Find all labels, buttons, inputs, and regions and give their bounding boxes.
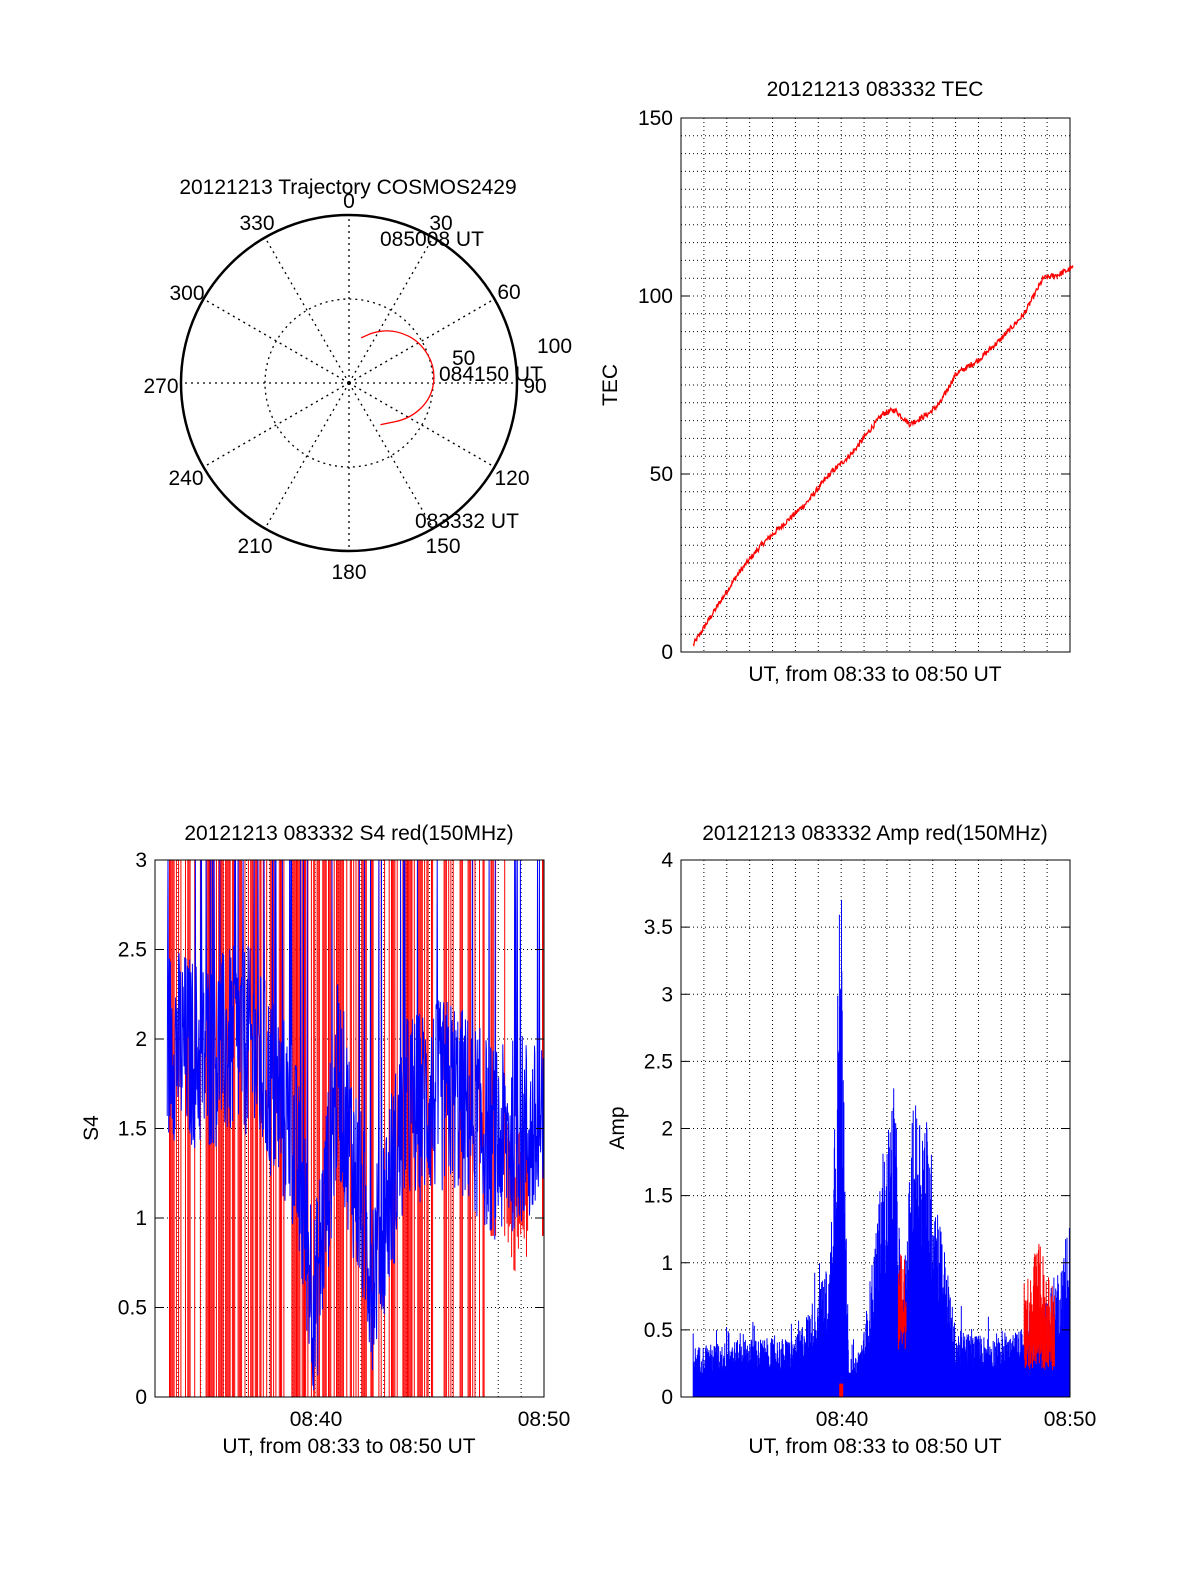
s4-xlabel: UT, from 08:33 to 08:50 UT <box>222 1435 475 1458</box>
azimuth-label-180: 180 <box>331 561 366 584</box>
trajectory-azimuth-labels: 0 30 60 90 120 150 180 210 240 270 300 330 <box>143 190 546 584</box>
amp-y-tick-label: 3 <box>661 983 673 1006</box>
trajectory-spoke <box>203 298 350 384</box>
tec-grid <box>681 118 1070 652</box>
tec-panel: 20121213 083332 TEC 0 50 100 150 TEC UT, fr… <box>599 78 1074 686</box>
azimuth-label-240: 240 <box>168 467 203 490</box>
amp-y-tick-label: 0.5 <box>644 1319 673 1342</box>
azimuth-label-210: 210 <box>237 535 272 558</box>
s4-panel: 20121213 083332 S4 red(150MHz) 0 0.5 1 1.5 2… <box>80 822 570 1458</box>
s4-y-ticks: 0 0.5 1 1.5 2 2.5 3 <box>118 849 544 1409</box>
amp-y-tick-label: 3.5 <box>644 916 673 939</box>
tec-y-tick-label: 100 <box>638 285 673 308</box>
trajectory-annotation-start: 083332 UT <box>415 510 519 533</box>
amp-panel: 20121213 083332 Amp red(150MHz) 0 0.5 1 1.5… <box>606 822 1096 1458</box>
trajectory-title: 20121213 Trajectory COSMOS2429 <box>179 176 516 199</box>
tec-xlabel: UT, from 08:33 to 08:50 UT <box>748 663 1001 686</box>
trajectory-spoke <box>348 237 434 384</box>
trajectory-spoke <box>348 382 495 468</box>
amp-y-tick-label: 2 <box>661 1118 673 1141</box>
trajectory-annotation-mid: 084150 UT <box>439 363 543 386</box>
azimuth-label-330: 330 <box>239 212 274 235</box>
s4-y-tick-label: 0.5 <box>118 1297 147 1320</box>
azimuth-label-90: 90 <box>523 375 546 398</box>
amp-y-tick-label: 1.5 <box>644 1185 673 1208</box>
s4-title: 20121213 083332 S4 red(150MHz) <box>184 822 513 845</box>
s4-y-tick-label: 2 <box>135 1028 147 1051</box>
trajectory-spoke <box>264 382 350 529</box>
tec-y-tick-label: 0 <box>661 641 673 664</box>
amp-blue-base <box>693 1372 1070 1397</box>
trajectory-spoke <box>348 298 495 384</box>
amp-y-tick-label: 0 <box>661 1386 673 1409</box>
tec-y-tick-label: 150 <box>638 107 673 130</box>
trajectory-track <box>360 330 435 426</box>
s4-y-tick-label: 3 <box>135 849 147 872</box>
azimuth-label-0: 0 <box>343 190 355 213</box>
s4-y-tick-label: 1 <box>135 1207 147 1230</box>
tec-title: 20121213 083332 TEC <box>767 78 984 101</box>
trajectory-spoke <box>264 237 350 384</box>
amp-y-tick-label: 2.5 <box>644 1050 673 1073</box>
amp-red-bar <box>839 1383 844 1397</box>
amp-title: 20121213 083332 Amp red(150MHz) <box>702 822 1048 845</box>
amp-y-tick-label: 1 <box>661 1252 673 1275</box>
trajectory-outer-ring <box>179 213 519 553</box>
amp-red-series <box>839 1243 1055 1397</box>
azimuth-label-150: 150 <box>425 535 460 558</box>
s4-y-tick-label: 0 <box>135 1386 147 1409</box>
trajectory-spoke <box>203 382 350 468</box>
s4-xtick-0850: 08:50 <box>518 1408 571 1431</box>
amp-y-tick-label: 4 <box>661 849 673 872</box>
s4-ylabel: S4 <box>80 1115 103 1141</box>
amp-xtick-0850: 08:50 <box>1044 1408 1097 1431</box>
amp-y-ticks: 0 0.5 1 1.5 2 2.5 3 3.5 4 <box>644 849 1070 1409</box>
trajectory-panel: 20121213 Trajectory COSMOS2429 0 30 60 90 12… <box>143 176 572 584</box>
s4-blue-series <box>166 859 545 1391</box>
azimuth-label-30: 30 <box>429 212 452 235</box>
s4-y-tick-label: 2.5 <box>118 939 147 962</box>
azimuth-label-300: 300 <box>169 282 204 305</box>
tec-series-line <box>692 264 1074 648</box>
tec-ylabel: TEC <box>599 364 622 406</box>
azimuth-label-270: 270 <box>143 375 178 398</box>
amp-xtick-0840: 08:40 <box>816 1408 869 1431</box>
s4-xtick-0840: 08:40 <box>290 1408 343 1431</box>
radial-tick-100: 100 <box>537 335 572 358</box>
amp-ylabel: Amp <box>606 1106 629 1149</box>
tec-plot-frame <box>680 117 1071 653</box>
trajectory-spoke <box>348 382 434 529</box>
s4-y-tick-label: 1.5 <box>118 1118 147 1141</box>
azimuth-label-120: 120 <box>494 467 529 490</box>
tec-y-tick-label: 50 <box>650 463 673 486</box>
amp-xlabel: UT, from 08:33 to 08:50 UT <box>748 1435 1001 1458</box>
trajectory-annotation-end: 085008 UT <box>380 228 484 251</box>
tec-y-ticks: 0 50 100 150 <box>638 107 1070 664</box>
radial-tick-50: 50 <box>452 347 475 370</box>
azimuth-label-60: 60 <box>497 281 520 304</box>
